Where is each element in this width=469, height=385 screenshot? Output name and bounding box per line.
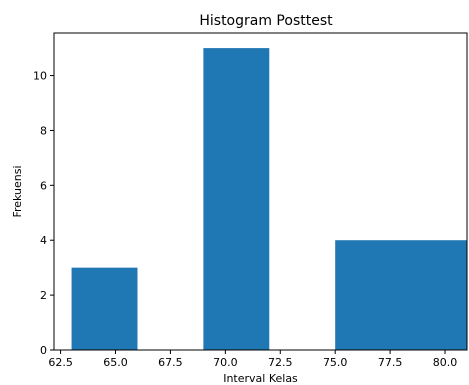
bars-layer — [71, 48, 467, 350]
y-tick-label: 8 — [40, 124, 47, 137]
y-axis-ticks: 0 2 4 6 8 10 — [33, 70, 54, 357]
y-tick-label: 0 — [40, 344, 47, 357]
x-tick-label: 77.5 — [378, 356, 403, 369]
y-tick-label: 10 — [33, 70, 47, 83]
histogram-bar-3 — [335, 240, 467, 350]
x-tick-label: 75.0 — [323, 356, 348, 369]
histogram-bar-1 — [71, 267, 138, 350]
x-tick-label: 67.5 — [158, 356, 183, 369]
histogram-bar-2 — [203, 48, 270, 350]
y-tick-label: 6 — [40, 179, 47, 192]
x-tick-label: 62.5 — [48, 356, 73, 369]
y-tick-label: 2 — [40, 289, 47, 302]
chart-title: Histogram Posttest — [199, 13, 333, 29]
x-tick-label: 70.0 — [213, 356, 238, 369]
x-axis-ticks: 62.5 65.0 67.5 70.0 72.5 75.0 77.5 80.0 — [48, 350, 457, 369]
y-axis-label: Frekuensi — [11, 165, 24, 217]
x-tick-label: 72.5 — [268, 356, 293, 369]
x-axis-label: Interval Kelas — [223, 372, 298, 385]
plot-frame — [53, 32, 468, 351]
x-tick-label: 65.0 — [103, 356, 128, 369]
x-tick-label: 80.0 — [433, 356, 458, 369]
y-tick-label: 4 — [40, 234, 47, 247]
